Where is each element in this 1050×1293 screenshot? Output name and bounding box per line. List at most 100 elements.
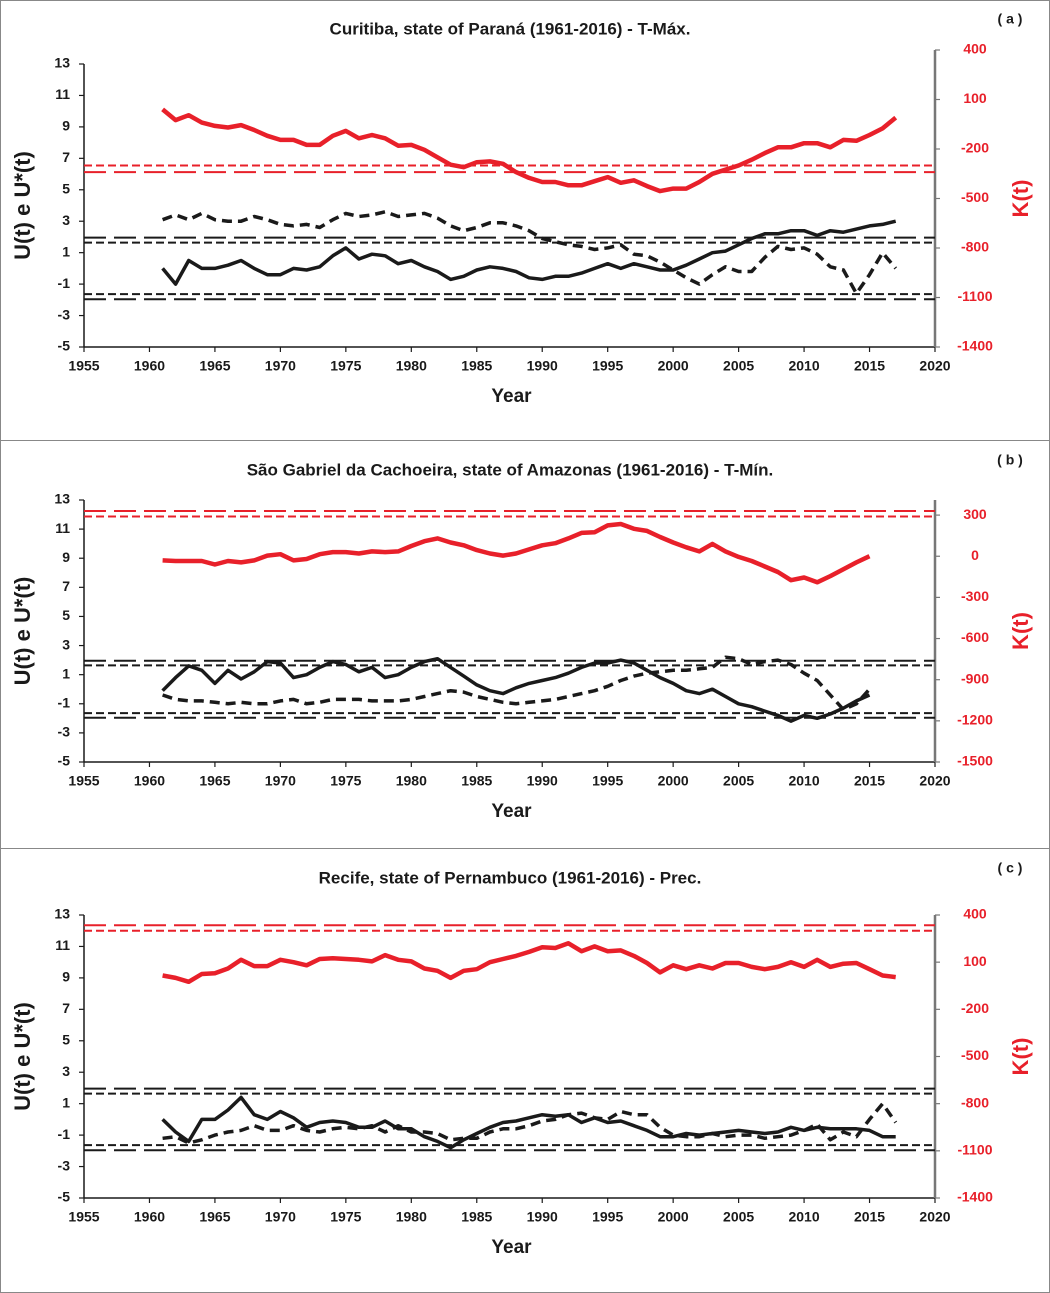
x-tick-label: 1955 bbox=[68, 773, 99, 789]
y2-tick-label: -200 bbox=[961, 1000, 989, 1016]
x-tick-label: 2015 bbox=[854, 1209, 885, 1225]
x-axis-title: Year bbox=[491, 801, 532, 822]
x-tick-label: 2020 bbox=[919, 773, 950, 789]
x-tick-label: 1995 bbox=[592, 773, 623, 789]
chart-title: Curitiba, state of Paraná (1961-2016) - … bbox=[330, 19, 691, 38]
y-tick-label: 11 bbox=[55, 937, 70, 953]
y-tick-label: 7 bbox=[62, 149, 70, 165]
x-tick-label: 1975 bbox=[330, 358, 361, 374]
y-tick-label: -5 bbox=[58, 338, 71, 354]
x-tick-label: 1980 bbox=[396, 358, 427, 374]
y-tick-label: 5 bbox=[62, 1031, 70, 1047]
y-tick-label: 5 bbox=[62, 607, 70, 623]
series-line bbox=[162, 521, 871, 585]
series-line bbox=[162, 1101, 898, 1145]
y2-tick-label: -300 bbox=[961, 588, 989, 604]
series-line bbox=[161, 219, 897, 286]
x-tick-label: 1960 bbox=[134, 358, 165, 374]
x-tick-label: 1990 bbox=[527, 773, 558, 789]
y-tick-label: 1 bbox=[62, 665, 70, 681]
y-tick-label: 3 bbox=[62, 636, 70, 652]
y-tick-label: 9 bbox=[62, 118, 70, 134]
series-line bbox=[161, 210, 898, 296]
y2-tick-label: -900 bbox=[961, 670, 989, 686]
x-tick-label: 1970 bbox=[265, 358, 296, 374]
x-tick-label: 2005 bbox=[723, 1209, 754, 1225]
y2-tick-label: -500 bbox=[961, 189, 989, 205]
x-tick-label: 1960 bbox=[134, 1209, 165, 1225]
x-tick-label: 1985 bbox=[461, 773, 492, 789]
y-tick-label: -1 bbox=[58, 1126, 71, 1142]
x-tick-label: 2010 bbox=[788, 1209, 819, 1225]
series-line bbox=[162, 655, 871, 712]
y-axis-title: U(t) e U*(t) bbox=[10, 151, 35, 260]
x-tick-label: 1970 bbox=[265, 773, 296, 789]
series-line bbox=[161, 656, 871, 723]
x-axis-title: Year bbox=[491, 1237, 532, 1258]
y-axis-title: U(t) e U*(t) bbox=[10, 577, 35, 686]
y2-tick-label: -800 bbox=[961, 239, 989, 255]
y2-tick-label: -200 bbox=[961, 140, 989, 156]
x-tick-label: 2020 bbox=[919, 358, 950, 374]
y-tick-label: 3 bbox=[62, 212, 70, 228]
y2-axis-title: K(t) bbox=[1008, 612, 1033, 650]
y-tick-label: -3 bbox=[58, 724, 71, 740]
y2-tick-label: -600 bbox=[961, 629, 989, 645]
y-tick-label: 3 bbox=[62, 1063, 70, 1079]
x-tick-label: 1970 bbox=[265, 1209, 296, 1225]
x-tick-label: 1995 bbox=[592, 1209, 623, 1225]
chart-title: São Gabriel da Cachoeira, state of Amazo… bbox=[247, 460, 774, 479]
x-tick-label: 2015 bbox=[854, 358, 885, 374]
x-axis-title: Year bbox=[491, 386, 532, 407]
chart-title: Recife, state of Pernambuco (1961-2016) … bbox=[319, 868, 702, 887]
x-tick-label: 2005 bbox=[723, 358, 754, 374]
x-tick-label: 1985 bbox=[461, 358, 492, 374]
y2-tick-label: 300 bbox=[963, 506, 987, 522]
series-line bbox=[162, 941, 896, 985]
y2-tick-label: -1200 bbox=[957, 712, 993, 728]
y2-axis-title: K(t) bbox=[1008, 180, 1033, 218]
y-tick-label: 7 bbox=[62, 1000, 70, 1016]
y2-tick-label: -1400 bbox=[957, 338, 993, 354]
y-tick-label: -1 bbox=[58, 275, 71, 291]
panel-label: ( c ) bbox=[998, 860, 1023, 876]
y2-tick-label: -1100 bbox=[957, 288, 992, 304]
x-tick-label: 1990 bbox=[527, 1209, 558, 1225]
y-tick-label: -5 bbox=[58, 753, 71, 769]
y2-axis-title: K(t) bbox=[1008, 1038, 1033, 1076]
y2-tick-label: -1400 bbox=[957, 1189, 993, 1205]
x-tick-label: 1980 bbox=[396, 1209, 427, 1225]
x-tick-label: 1995 bbox=[592, 358, 623, 374]
x-tick-label: 2020 bbox=[919, 1209, 950, 1225]
y2-tick-label: -1100 bbox=[957, 1142, 992, 1158]
x-tick-label: 2010 bbox=[788, 773, 819, 789]
y2-tick-label: 100 bbox=[963, 90, 987, 106]
x-tick-label: 1965 bbox=[199, 358, 230, 374]
x-tick-label: 2005 bbox=[723, 773, 754, 789]
x-tick-label: 1985 bbox=[461, 1209, 492, 1225]
x-tick-label: 2000 bbox=[658, 773, 689, 789]
y2-tick-label: -1500 bbox=[957, 753, 993, 769]
y-tick-label: -5 bbox=[58, 1189, 71, 1205]
y2-tick-label: 400 bbox=[963, 41, 987, 57]
x-tick-label: 1960 bbox=[134, 773, 165, 789]
x-tick-label: 2015 bbox=[854, 773, 885, 789]
x-tick-label: 1955 bbox=[68, 358, 99, 374]
y2-tick-label: 400 bbox=[963, 906, 987, 922]
x-tick-label: 2010 bbox=[788, 358, 819, 374]
x-tick-label: 2000 bbox=[658, 358, 689, 374]
y-tick-label: 1 bbox=[62, 243, 70, 259]
y-tick-label: 11 bbox=[55, 520, 70, 536]
y-axis-title: U(t) e U*(t) bbox=[10, 1002, 35, 1111]
y-tick-label: 9 bbox=[62, 549, 70, 565]
y-tick-label: 9 bbox=[62, 969, 70, 985]
x-tick-label: 1965 bbox=[199, 773, 230, 789]
y-tick-label: 5 bbox=[62, 180, 70, 196]
x-tick-label: 1975 bbox=[330, 773, 361, 789]
y-tick-label: -3 bbox=[58, 1157, 71, 1173]
y-tick-label: 13 bbox=[54, 491, 70, 507]
y-tick-label: 13 bbox=[54, 55, 70, 71]
y-tick-label: -3 bbox=[58, 306, 71, 322]
series-line bbox=[161, 1095, 896, 1150]
